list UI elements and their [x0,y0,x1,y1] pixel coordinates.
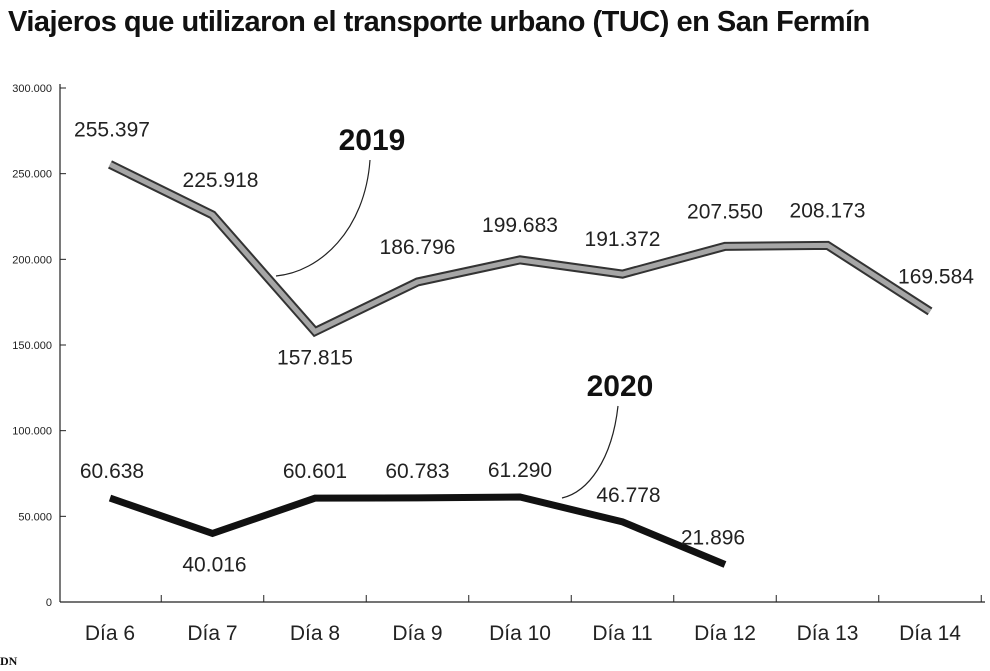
x-tick-label: Día 13 [797,622,859,645]
x-tick-label: Día 11 [592,622,652,645]
series-2019-leader-line [275,159,371,277]
y-tick-label: 50.000 [18,511,52,523]
series-line-2020 [108,493,727,568]
y-tick-label: 100.000 [12,426,52,438]
x-tick-label: Día 14 [899,622,961,645]
y-tick-label: 250.000 [12,169,52,181]
data-label-2019: 208.173 [790,199,866,222]
data-label-2020: 60.638 [80,460,144,483]
data-labels: 255.397 225.918 157.815 186.796 199.683 191.3… [74,118,974,576]
series-name-2019: 2019 [339,124,406,157]
y-tick-label: 300.000 [12,83,52,95]
series-line-2019 [108,162,932,335]
data-label-2019: 255.397 [74,118,150,141]
chart-title: Viajeros que utilizaron el transporte ur… [8,6,870,38]
data-label-2020: 60.783 [385,460,449,483]
axes [59,84,985,603]
y-tick-label: 150.000 [12,340,52,352]
x-tick-label: Día 9 [392,622,442,645]
data-label-2020: 61.290 [488,459,552,482]
data-label-2019: 199.683 [482,214,558,237]
y-tick-label: 200.000 [12,254,52,266]
y-tick-label: 0 [46,597,52,609]
x-tick-label: Día 7 [187,622,237,645]
data-label-2019: 186.796 [380,236,456,259]
data-label-2019: 191.372 [585,228,661,251]
publisher-logo: DN [0,654,18,668]
x-tick-label: Día 6 [85,622,135,645]
x-tick-label: Día 8 [290,622,340,645]
series-group [108,160,933,568]
data-label-2020: 46.778 [596,484,660,507]
data-label-2019: 207.550 [687,200,763,223]
series-name-2020: 2020 [587,370,654,403]
x-tick-label: Día 12 [694,622,756,645]
series-callouts: 2019 2020 [275,124,654,499]
data-label-2020: 21.896 [681,526,745,549]
data-label-2019: 169.584 [898,265,974,288]
x-axis-ticks: Día 6 Día 7 Día 8 Día 9 Día 10 Día 11 Día 12 Dí… [85,595,982,645]
data-label-2020: 40.016 [182,553,246,576]
data-label-2019: 157.815 [277,347,353,370]
series-2020-leader-line [561,405,619,499]
y-axis-ticks: 0 50.000 100.000 150.000 200.000 250.000 300.0… [12,83,66,609]
data-label-2020: 60.601 [283,460,347,483]
x-tick-label: Día 10 [489,622,551,645]
data-label-2019: 225.918 [183,169,259,192]
